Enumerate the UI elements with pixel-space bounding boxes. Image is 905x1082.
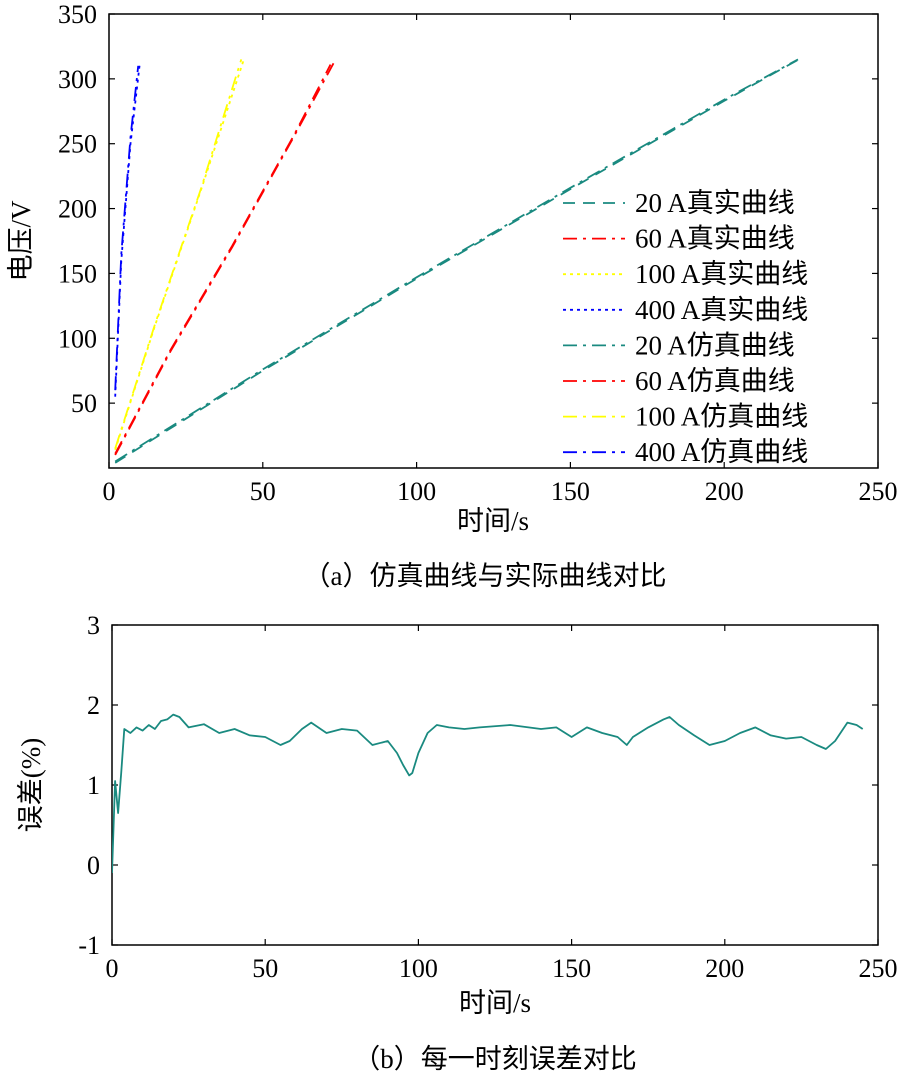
y-tick-label: 2 xyxy=(87,691,100,720)
x-tick-label: 150 xyxy=(551,477,590,506)
panel-b-xlabel: 时间/s xyxy=(459,988,531,1018)
series-line-4 xyxy=(114,58,799,463)
legend-entry: 20 A仿真曲线 xyxy=(635,330,795,360)
y-tick-label: 200 xyxy=(58,195,97,224)
series-line-7 xyxy=(114,65,140,391)
panel-a-xlabel: 时间/s xyxy=(457,506,529,536)
series-line-6 xyxy=(114,59,243,449)
series-line-3 xyxy=(114,63,141,397)
y-tick-label: 350 xyxy=(58,0,97,29)
panel-b-ylabel: 误差(%) xyxy=(16,738,46,832)
x-tick-label: 100 xyxy=(399,954,438,983)
y-tick-label: 50 xyxy=(71,389,97,418)
legend-entry: 100 A仿真曲线 xyxy=(635,402,808,432)
y-tick-label: 100 xyxy=(58,324,97,353)
x-tick-label: 250 xyxy=(859,954,898,983)
x-tick-label: 50 xyxy=(252,954,278,983)
x-tick-label: 50 xyxy=(250,477,276,506)
y-tick-label: 3 xyxy=(87,611,100,640)
y-tick-label: 1 xyxy=(87,771,100,800)
x-tick-label: 0 xyxy=(103,477,116,506)
y-tick-label: 150 xyxy=(58,259,97,288)
x-tick-label: 250 xyxy=(859,477,898,506)
legend-entry: 400 A仿真曲线 xyxy=(635,437,808,467)
x-tick-label: 200 xyxy=(705,477,744,506)
y-tick-label: 250 xyxy=(58,130,97,159)
x-tick-label: 100 xyxy=(397,477,436,506)
caption-b: （b）每一时刻误差对比 xyxy=(353,1044,637,1074)
x-tick-label: 150 xyxy=(552,954,591,983)
panel-a-ylabel: 电压/V xyxy=(6,200,36,282)
legend-entry: 60 A仿真曲线 xyxy=(635,366,795,396)
legend-entry: 20 A真实曲线 xyxy=(635,188,795,218)
legend-entry: 400 A真实曲线 xyxy=(635,295,808,325)
y-tick-label: -1 xyxy=(78,931,100,960)
x-tick-label: 0 xyxy=(106,954,119,983)
caption-a: （a）仿真曲线与实际曲线对比 xyxy=(304,561,667,591)
legend-entry: 100 A真实曲线 xyxy=(635,259,808,289)
legend-entry: 60 A真实曲线 xyxy=(635,224,795,254)
panel-a-frame xyxy=(108,13,879,469)
series-line-0 xyxy=(114,57,802,464)
y-tick-label: 0 xyxy=(87,851,100,880)
x-tick-label: 200 xyxy=(705,954,744,983)
series-line-0 xyxy=(112,713,864,874)
panel-a-legend: 20 A真实曲线 60 A真实曲线 100 A真实曲线 400 A真实曲线 20 A仿真… xyxy=(563,188,808,467)
panel-b-series xyxy=(112,713,864,874)
series-line-5 xyxy=(114,64,332,455)
panel-b-frame xyxy=(111,624,879,946)
y-tick-label: 300 xyxy=(58,65,97,94)
panel-a-series xyxy=(114,57,802,464)
panel-a-ticks: 0 50 100 150 200 250 50 100 150 200 250 300 350 xyxy=(58,0,898,506)
